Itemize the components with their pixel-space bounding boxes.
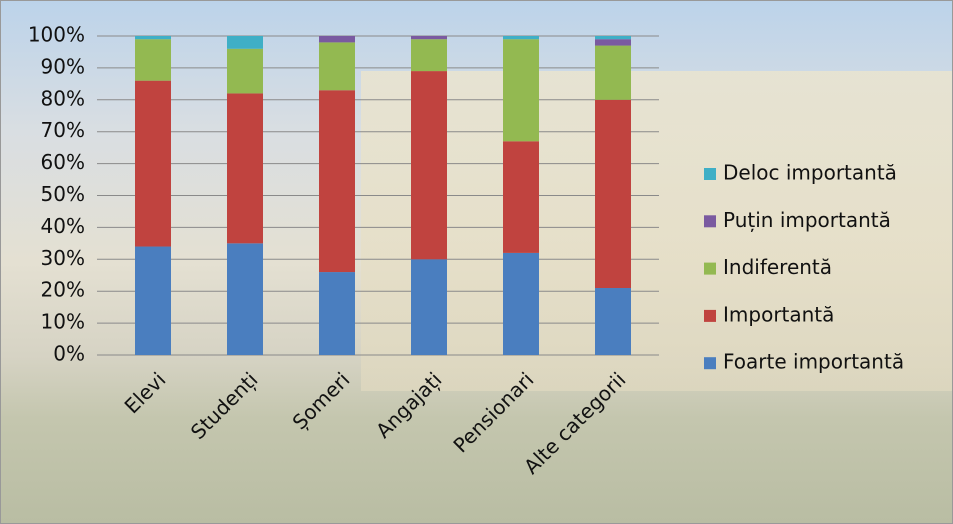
bar-segment (503, 141, 539, 253)
bar-segment (227, 93, 263, 244)
bar-segment (319, 42, 355, 91)
x-tick-label: Șomeri (288, 367, 355, 434)
x-tick-label: Elevi (120, 367, 171, 418)
bar-segment (503, 36, 539, 40)
bar-segment (411, 39, 447, 72)
bar-segment (411, 36, 447, 40)
bar-segment (411, 259, 447, 355)
bar-segment (595, 39, 631, 46)
y-tick-label: 50% (41, 182, 85, 206)
legend-marker (704, 168, 716, 180)
x-tick-label: Studenți (186, 367, 263, 444)
x-tick-label: Pensionari (448, 367, 538, 457)
y-tick-label: 70% (41, 118, 85, 142)
y-tick-label: 40% (41, 214, 85, 238)
legend-marker (704, 309, 716, 322)
bar-segment (135, 36, 171, 40)
legend-marker (704, 262, 716, 275)
bar-segment (595, 288, 631, 355)
legend-marker (704, 215, 716, 228)
x-tick-label: Angajați (371, 367, 446, 442)
bar-segment (595, 99, 631, 289)
legend-label: Indiferentă (723, 255, 832, 279)
y-tick-label: 0% (53, 342, 85, 366)
y-tick-label: 60% (41, 150, 85, 174)
bar-segment (503, 252, 539, 355)
bar-segment (135, 39, 171, 81)
bar-segment (595, 36, 631, 40)
bar-segment (135, 80, 171, 247)
legend-label: Importantă (723, 302, 834, 326)
y-tick-label: 20% (41, 278, 85, 302)
bar-segment (503, 39, 539, 142)
bar-segment (227, 48, 263, 94)
bar-segment (595, 45, 631, 100)
y-tick-label: 80% (41, 86, 85, 110)
legend-label: Foarte importantă (723, 350, 904, 374)
bar-segment (319, 272, 355, 355)
bar-segment (411, 71, 447, 260)
bar-segment (319, 90, 355, 273)
bar-segment (319, 36, 355, 43)
bar-segment (227, 36, 263, 49)
y-tick-label: 10% (41, 310, 85, 334)
legend-label: Deloc importantă (723, 161, 897, 185)
y-tick-label: 30% (41, 246, 85, 270)
legend-label: Puțin importantă (723, 208, 891, 232)
bar-segment (135, 246, 171, 355)
y-tick-label: 90% (41, 54, 85, 78)
legend-marker (704, 357, 716, 370)
y-tick-label: 100% (28, 23, 85, 47)
bar-segment (227, 243, 263, 355)
